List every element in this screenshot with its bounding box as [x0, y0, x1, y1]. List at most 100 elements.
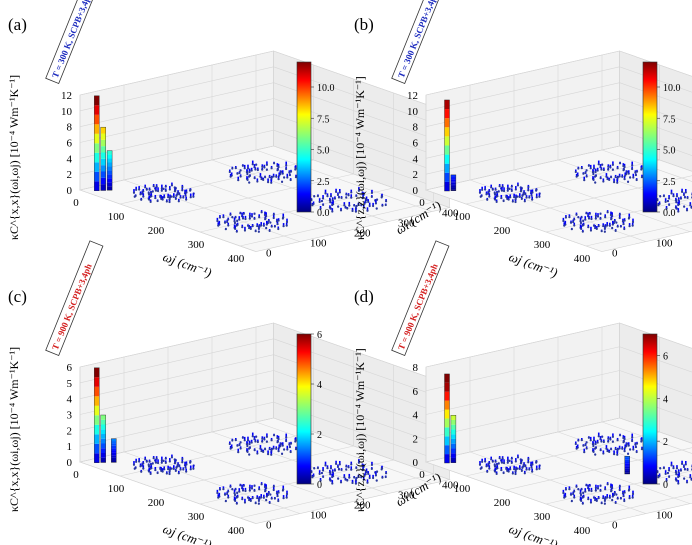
data-point	[520, 461, 523, 464]
data-point	[363, 474, 366, 478]
panel-label: (a)	[8, 15, 27, 34]
data-point	[609, 485, 613, 489]
grid-line	[425, 393, 620, 439]
bar-segment	[107, 186, 113, 191]
data-point	[514, 468, 518, 471]
data-point	[616, 438, 619, 442]
data-point	[268, 447, 271, 451]
bar-segment	[444, 418, 450, 428]
data-point	[217, 496, 220, 499]
bar-segment	[450, 189, 456, 191]
data-point	[587, 217, 591, 220]
data-point	[569, 493, 573, 496]
data-point	[618, 488, 621, 492]
data-point	[582, 491, 585, 495]
bar-segment	[107, 174, 113, 179]
data-point	[514, 460, 517, 463]
data-point	[249, 499, 252, 502]
data-point	[241, 226, 244, 229]
data-point	[606, 177, 609, 181]
data-point	[530, 194, 533, 197]
data-point	[627, 444, 630, 447]
data-point	[686, 468, 689, 472]
bar-segment	[94, 424, 100, 435]
data-point	[241, 164, 244, 167]
data-point	[319, 479, 322, 482]
data-point	[313, 467, 316, 470]
data-point	[318, 200, 321, 204]
data-point	[241, 436, 244, 439]
data-point	[629, 448, 632, 451]
data-point	[245, 171, 249, 174]
data-point	[506, 461, 509, 464]
bar-segment	[94, 152, 100, 163]
data-point	[596, 487, 600, 490]
data-point	[164, 185, 167, 188]
grid-line	[425, 370, 620, 415]
y-tick-label: 400	[442, 208, 459, 220]
data-point	[239, 212, 242, 215]
data-point	[597, 225, 600, 228]
data-point	[488, 467, 491, 470]
data-point	[151, 190, 154, 193]
bar-segment	[94, 453, 100, 463]
data-point	[168, 196, 172, 199]
data-point	[159, 467, 162, 471]
data-point	[236, 491, 239, 495]
data-point	[249, 227, 252, 230]
data-point	[263, 176, 267, 179]
data-point	[527, 457, 530, 461]
data-point	[328, 471, 331, 474]
bar-segment	[624, 457, 630, 460]
data-point	[670, 192, 673, 195]
data-point	[622, 440, 626, 443]
data-point	[589, 229, 593, 232]
data-point	[535, 468, 538, 471]
grid-line	[425, 114, 620, 159]
data-point	[615, 493, 618, 496]
data-point	[488, 190, 491, 193]
grid-line	[425, 189, 603, 252]
data-point	[147, 191, 150, 195]
data-point	[365, 198, 368, 202]
data-point	[677, 210, 680, 213]
grid-line	[619, 50, 692, 77]
data-point	[570, 499, 573, 503]
data-point	[218, 488, 222, 491]
data-bar-peak	[444, 373, 450, 464]
data-point	[148, 460, 151, 463]
data-point	[481, 188, 484, 191]
data-point	[345, 468, 348, 471]
data-point	[172, 467, 175, 471]
data-point	[175, 194, 178, 197]
data-point	[370, 195, 373, 199]
grid-line	[513, 441, 691, 504]
bar-segment	[94, 171, 100, 182]
data-point	[632, 176, 635, 179]
grid-line	[79, 338, 274, 384]
data-point	[251, 225, 254, 228]
data-point	[574, 170, 577, 174]
data-point	[355, 194, 358, 198]
data-point	[140, 470, 143, 473]
colorbar	[642, 61, 658, 213]
data-point	[164, 457, 167, 460]
data-point	[606, 449, 609, 453]
data-point	[217, 224, 220, 227]
data-point	[611, 227, 614, 230]
bar-segment	[100, 133, 106, 140]
data-point	[509, 468, 512, 471]
data-point	[618, 485, 621, 488]
bar-segment	[444, 445, 450, 455]
bar-segment	[94, 181, 100, 191]
bar-segment	[444, 436, 450, 446]
data-point	[514, 470, 517, 473]
data-point	[588, 484, 591, 487]
data-point	[577, 488, 580, 491]
data-point	[235, 230, 238, 233]
data-point	[133, 467, 136, 470]
z-axis-title: κC^{x,x}(ωi,ωj) [10⁻⁴ Wm⁻¹K⁻¹]	[7, 75, 21, 240]
data-point	[612, 453, 616, 456]
data-point	[616, 225, 619, 228]
data-point	[285, 439, 288, 443]
